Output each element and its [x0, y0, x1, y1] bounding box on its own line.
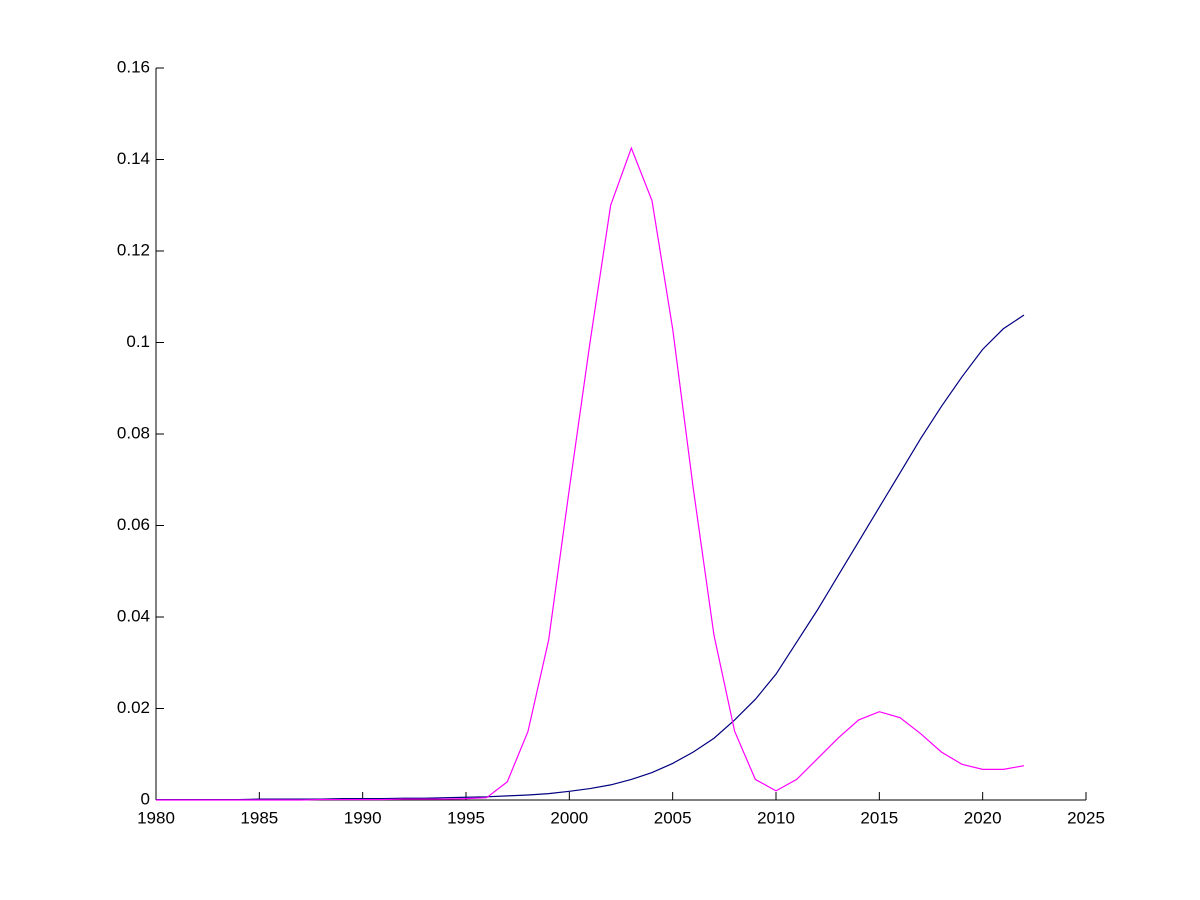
series-line — [156, 146, 1025, 801]
y-tick-label: 0.14 — [117, 149, 150, 168]
y-tick-label: 0 — [141, 789, 150, 808]
x-tick-label: 2025 — [1067, 808, 1105, 827]
x-tick-label: 2000 — [550, 808, 588, 827]
series-line — [156, 314, 1025, 801]
y-tick-label: 0.12 — [117, 240, 150, 259]
x-tick-label: 1990 — [344, 808, 382, 827]
x-tick-label: 2020 — [964, 808, 1002, 827]
y-tick-label: 0.04 — [117, 606, 150, 625]
x-tick-label: 2010 — [757, 808, 795, 827]
y-tick-label: 0.1 — [126, 332, 150, 351]
y-tick-label: 0.06 — [117, 515, 150, 534]
x-tick-label: 1980 — [137, 808, 175, 827]
y-tick-label: 0.16 — [117, 57, 150, 76]
y-tick-label: 0.02 — [117, 698, 150, 717]
x-tick-label: 2005 — [654, 808, 692, 827]
x-tick-label: 1995 — [447, 808, 485, 827]
x-tick-label: 2015 — [860, 808, 898, 827]
y-tick-label: 0.08 — [117, 423, 150, 442]
x-tick-label: 1985 — [240, 808, 278, 827]
